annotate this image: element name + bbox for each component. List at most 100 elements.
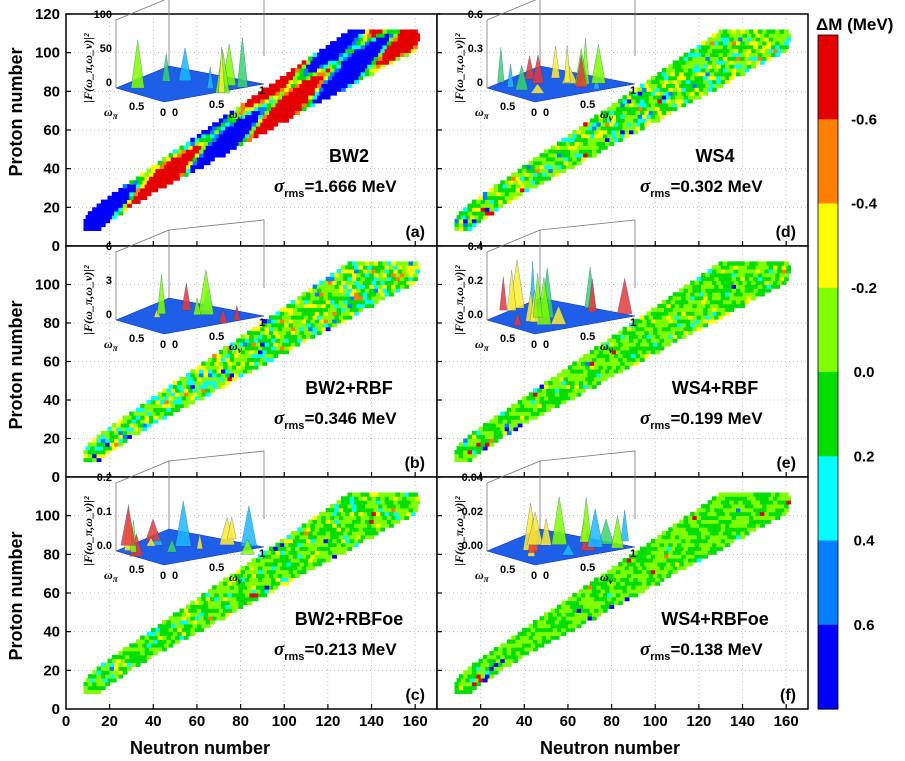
heatmap-cell <box>199 600 204 605</box>
heatmap-cell <box>225 137 231 142</box>
heatmap-cell <box>552 153 558 158</box>
heatmap-cell <box>631 585 636 590</box>
heatmap-cell <box>506 415 512 420</box>
heatmap-cell <box>177 396 183 401</box>
heatmap-cell <box>589 361 595 366</box>
heatmap-cell <box>327 323 333 328</box>
heatmap-cell <box>637 349 643 355</box>
heatmap-cell <box>245 569 250 575</box>
heatmap-cell <box>539 168 545 173</box>
heatmap-cell <box>770 29 776 34</box>
heatmap-cell <box>129 180 135 185</box>
heatmap-cell <box>166 392 172 397</box>
heatmap-cell <box>666 558 671 563</box>
heatmap-cell <box>736 519 741 524</box>
heatmap-cell <box>637 118 643 123</box>
heatmap-cell <box>775 515 781 520</box>
heatmap-cell <box>378 519 383 524</box>
heatmap-cell <box>766 519 772 524</box>
heatmap-cell <box>255 573 261 578</box>
heatmap-cell <box>557 380 562 386</box>
heatmap-cell <box>251 589 257 594</box>
heatmap-cell <box>271 323 276 328</box>
heatmap-cell <box>290 535 296 540</box>
heatmap-cell <box>255 342 261 347</box>
heatmap-cell <box>194 600 200 605</box>
heatmap-cell <box>118 207 124 212</box>
heatmap-cell <box>742 511 748 517</box>
heatmap-cell <box>533 184 538 189</box>
heatmap-cell <box>629 323 634 328</box>
heatmap-cell <box>118 419 124 424</box>
heatmap-cell <box>258 114 263 119</box>
heatmap-cell <box>146 423 152 428</box>
heatmap-cell <box>124 654 130 660</box>
heatmap-cell <box>694 87 700 92</box>
heatmap-cell <box>190 400 196 405</box>
heatmap-cell <box>688 56 693 61</box>
inset-y-tick: 1 <box>630 317 636 329</box>
heatmap-cell <box>393 48 399 54</box>
heatmap-cell <box>262 334 268 339</box>
heatmap-cell <box>319 323 324 328</box>
heatmap-cell <box>738 33 743 38</box>
heatmap-cell <box>679 95 684 100</box>
heatmap-cell <box>295 83 300 88</box>
heatmap-cell <box>297 550 303 555</box>
inset-x-label: ωπ <box>104 568 119 584</box>
heatmap-cell <box>478 446 484 451</box>
colorbar: -0.6-0.4-0.20.00.20.40.6 <box>817 34 878 710</box>
heatmap-cell <box>293 565 298 571</box>
omega-symbol: ω <box>475 337 484 351</box>
heatmap-cell <box>118 211 124 216</box>
heatmap-cell <box>757 52 763 57</box>
heatmap-cell <box>485 438 490 443</box>
heatmap-cell <box>249 130 255 135</box>
heatmap-cell <box>781 37 787 42</box>
heatmap-cell <box>757 504 763 509</box>
heatmap-cell <box>716 500 722 505</box>
heatmap-cell <box>698 542 704 547</box>
heatmap-cell <box>162 635 167 640</box>
heatmap-cell <box>694 60 700 65</box>
heatmap-cell <box>493 184 499 189</box>
heatmap-cell <box>410 500 416 505</box>
heatmap-cell <box>231 130 237 135</box>
heatmap-cell <box>591 126 597 131</box>
heatmap-cell <box>273 83 279 88</box>
heatmap-cell <box>705 519 711 524</box>
heatmap-cell <box>755 280 761 285</box>
heatmap-cell <box>356 272 362 278</box>
heatmap-cell <box>637 554 643 559</box>
heatmap-cell <box>279 114 285 119</box>
heatmap-cell <box>371 265 377 270</box>
heatmap-cell <box>262 118 268 123</box>
heatmap-cell <box>271 106 276 112</box>
heatmap-cell <box>775 276 781 282</box>
heatmap-cell <box>644 546 650 551</box>
heatmap-cell <box>471 434 477 439</box>
inset-peak <box>240 538 255 555</box>
heatmap-cell <box>109 438 115 443</box>
heatmap-cell <box>692 288 698 293</box>
model-name: BW2 <box>329 146 369 166</box>
heatmap-cell <box>694 91 700 96</box>
heatmap-cell <box>271 569 276 575</box>
heatmap-cell <box>561 164 567 170</box>
heatmap-cell <box>616 349 621 355</box>
heatmap-cell <box>303 562 309 567</box>
heatmap-cell <box>105 442 111 447</box>
heatmap-cell <box>480 666 486 671</box>
heatmap-cell <box>153 176 159 181</box>
heatmap-cell <box>144 635 150 640</box>
heatmap-cell <box>140 403 145 409</box>
heatmap-cell <box>607 349 612 355</box>
heatmap-cell <box>698 523 704 528</box>
heatmap-cell <box>216 384 222 389</box>
heatmap-cell <box>694 527 700 532</box>
heatmap-cell <box>343 535 348 540</box>
heatmap-cell <box>264 110 270 115</box>
inset-x-tick: 0.5 <box>129 333 144 345</box>
heatmap-cell <box>611 581 617 586</box>
heatmap-cell <box>284 323 289 328</box>
